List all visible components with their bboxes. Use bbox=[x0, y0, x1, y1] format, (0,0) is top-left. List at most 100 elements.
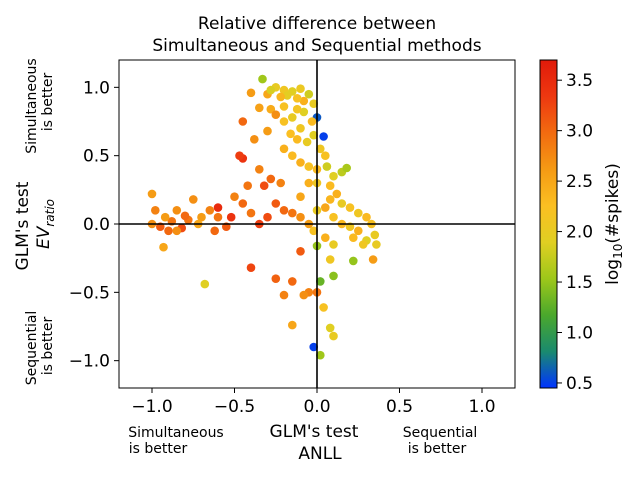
colorbar-tick-label: 1.0 bbox=[566, 323, 593, 343]
data-point bbox=[304, 89, 314, 99]
x-tick-label: −1.0 bbox=[131, 397, 172, 417]
data-point bbox=[147, 189, 157, 199]
data-point bbox=[288, 151, 297, 160]
data-point bbox=[321, 233, 330, 242]
data-point bbox=[299, 107, 309, 117]
data-point bbox=[372, 240, 381, 249]
data-point bbox=[325, 181, 335, 190]
y-axis-label-main: EV bbox=[34, 225, 54, 249]
data-point bbox=[342, 163, 352, 173]
chart-title-line1: Relative difference between bbox=[198, 14, 436, 34]
data-point bbox=[337, 199, 347, 208]
colorbar: 0.5 1.0 1.5 2.0 2.5 3.0 3.5 log10(#spikes) bbox=[539, 59, 625, 394]
data-point bbox=[286, 129, 295, 139]
data-point bbox=[159, 242, 168, 252]
data-point bbox=[235, 151, 244, 160]
data-point bbox=[354, 208, 363, 218]
data-point bbox=[354, 226, 363, 236]
y-axis-label-line2: EVratio bbox=[34, 199, 57, 249]
data-point bbox=[151, 206, 160, 215]
colorbar-label-sub: 10 bbox=[611, 244, 625, 259]
colorbar-tick-label: 0.5 bbox=[566, 374, 593, 394]
data-point bbox=[329, 271, 338, 281]
data-point bbox=[246, 88, 256, 98]
colorbar-label-prefix: log bbox=[603, 259, 623, 285]
data-point bbox=[329, 331, 338, 341]
data-point bbox=[259, 181, 269, 190]
data-point bbox=[279, 144, 289, 154]
data-point bbox=[299, 96, 309, 106]
data-point bbox=[160, 212, 170, 222]
data-point bbox=[345, 203, 355, 212]
data-point bbox=[266, 104, 276, 114]
data-point bbox=[271, 274, 281, 284]
data-point bbox=[309, 130, 319, 140]
y-axis-label-subscript: ratio bbox=[43, 199, 57, 227]
data-point bbox=[213, 203, 223, 212]
data-point bbox=[362, 212, 371, 222]
data-point bbox=[329, 212, 338, 222]
data-point bbox=[213, 212, 223, 222]
colorbar-tick-label: 1.5 bbox=[566, 273, 593, 293]
colorbar-gradient bbox=[539, 59, 558, 389]
y-top-note-line1: Simultaneous bbox=[24, 58, 40, 153]
data-point bbox=[271, 199, 281, 208]
data-point bbox=[283, 91, 292, 100]
data-point bbox=[254, 103, 264, 113]
data-point bbox=[254, 165, 264, 174]
data-point bbox=[292, 135, 302, 144]
y-bottom-note-line2: is better bbox=[40, 317, 56, 376]
data-point bbox=[266, 85, 276, 95]
data-point bbox=[243, 181, 252, 190]
data-point bbox=[368, 255, 378, 264]
data-point bbox=[319, 303, 328, 312]
data-point bbox=[302, 137, 312, 147]
x-tick-label: 0.0 bbox=[303, 397, 330, 417]
data-point bbox=[172, 206, 182, 215]
data-point bbox=[319, 132, 328, 141]
data-point bbox=[321, 203, 330, 212]
data-point bbox=[299, 290, 309, 300]
colorbar-label-suffix: (#spikes) bbox=[603, 163, 623, 243]
data-point bbox=[180, 211, 190, 221]
data-point bbox=[238, 117, 248, 126]
data-point bbox=[332, 189, 342, 199]
data-point bbox=[316, 144, 325, 154]
x-axis-label-line1: GLM's test bbox=[270, 422, 359, 442]
colorbar-tick-label: 2.0 bbox=[566, 223, 593, 243]
data-point bbox=[358, 240, 368, 249]
data-point bbox=[292, 94, 302, 103]
data-point bbox=[325, 255, 335, 264]
data-point bbox=[279, 117, 289, 126]
y-tick-label: −1.0 bbox=[69, 352, 110, 372]
x-left-note-line2: is better bbox=[129, 441, 188, 457]
x-tick-label: −0.5 bbox=[214, 397, 255, 417]
data-point bbox=[200, 279, 210, 289]
y-tick-label: −0.5 bbox=[69, 283, 110, 303]
data-point bbox=[325, 323, 335, 333]
data-point bbox=[296, 158, 305, 167]
data-point bbox=[322, 162, 332, 171]
data-point bbox=[189, 195, 198, 204]
data-point bbox=[288, 320, 297, 330]
data-point bbox=[292, 104, 302, 114]
data-point bbox=[263, 212, 272, 222]
data-point bbox=[263, 126, 272, 136]
x-left-note-line1: Simultaneous bbox=[128, 425, 223, 441]
colorbar-tick-label: 2.5 bbox=[566, 172, 593, 192]
data-point bbox=[296, 124, 305, 133]
data-point bbox=[276, 92, 286, 102]
y-bottom-note-line1: Sequential bbox=[24, 311, 40, 386]
data-point bbox=[226, 212, 236, 222]
data-points bbox=[147, 74, 381, 360]
x-tick-label: 1.0 bbox=[468, 397, 495, 417]
x-right-note-line2: is better bbox=[408, 441, 467, 457]
x-axis-label-line2: ANLL bbox=[298, 444, 342, 464]
y-axis-label-line1: GLM's test bbox=[13, 181, 33, 270]
data-point bbox=[258, 74, 267, 84]
data-point bbox=[296, 84, 305, 93]
data-point bbox=[246, 263, 256, 273]
x-axis-ticks: −1.0 −0.5 0.0 0.5 1.0 bbox=[131, 388, 496, 417]
data-point bbox=[197, 212, 206, 222]
